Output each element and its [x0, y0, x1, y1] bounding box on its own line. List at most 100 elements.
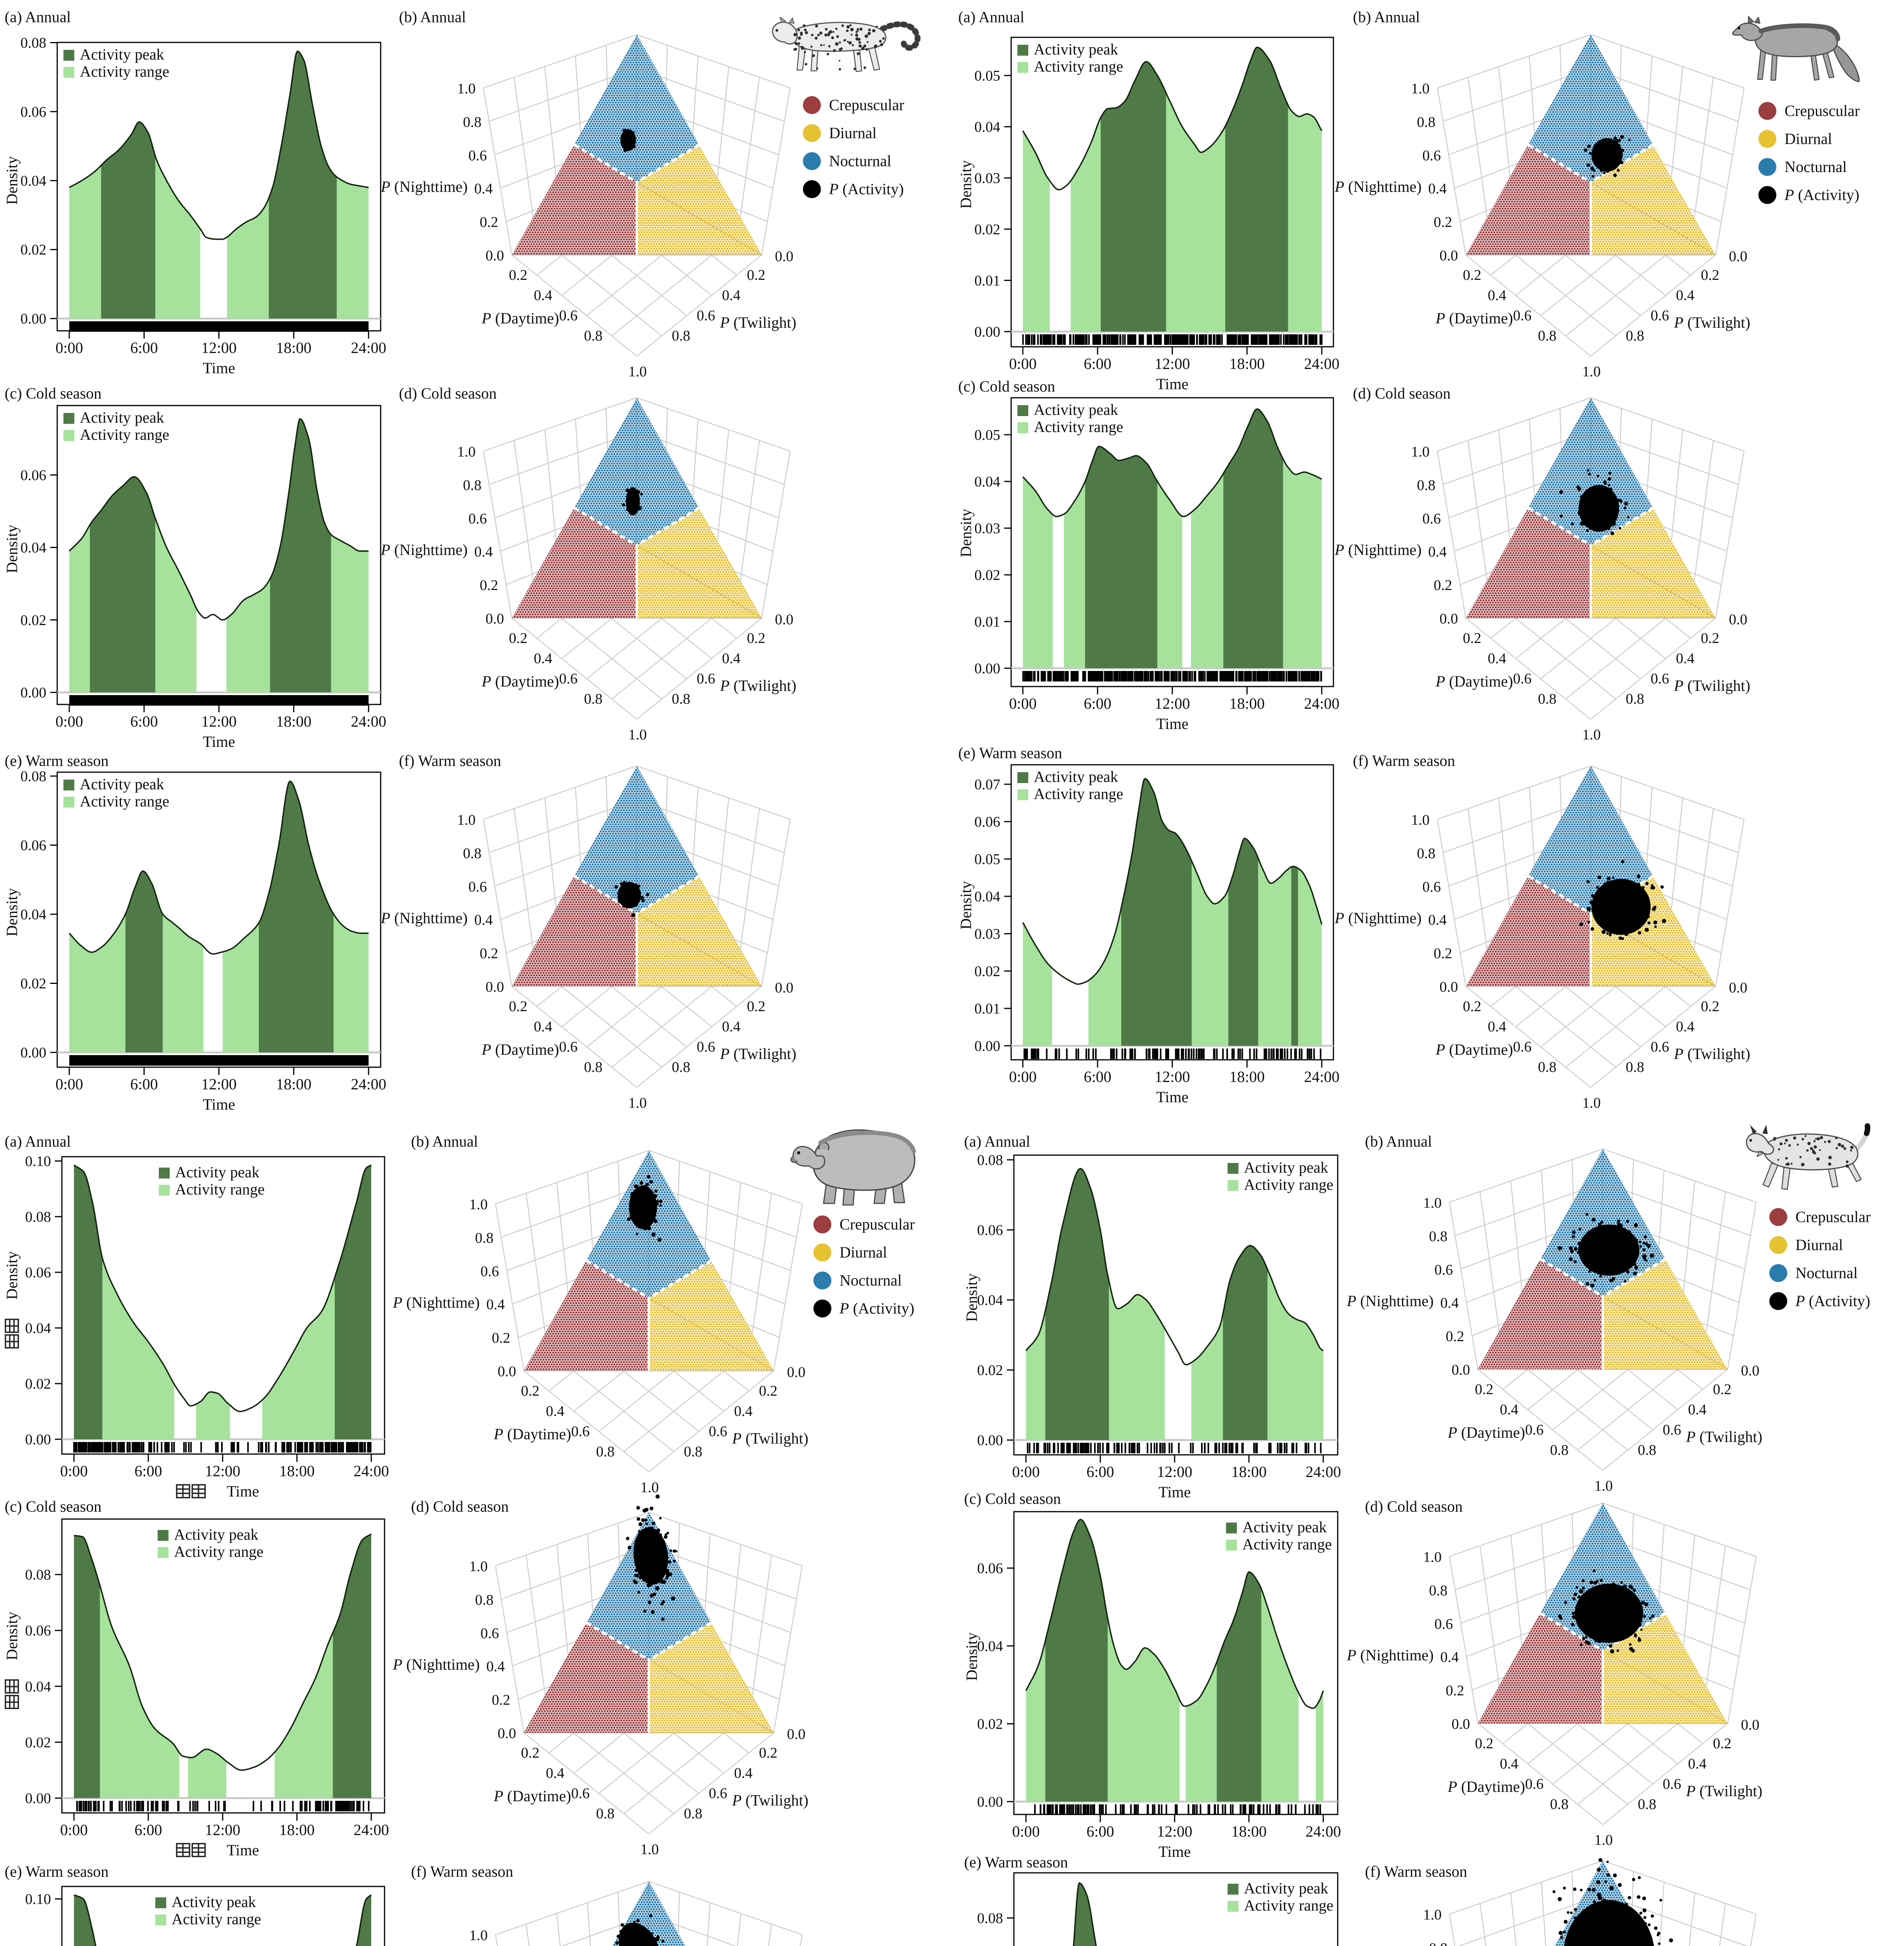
svg-text:Activity peak: Activity peak — [1034, 401, 1118, 418]
svg-text:0:00: 0:00 — [1009, 355, 1036, 372]
svg-text:1.0: 1.0 — [469, 1558, 488, 1575]
svg-text:0.06: 0.06 — [21, 104, 47, 120]
svg-text:(a) Annual: (a) Annual — [5, 1133, 71, 1150]
svg-text:18:00: 18:00 — [1229, 695, 1265, 712]
svg-text:0.6: 0.6 — [469, 511, 487, 527]
svg-text:(f) Warm season: (f) Warm season — [411, 1863, 513, 1880]
svg-text:1.0: 1.0 — [1582, 364, 1601, 380]
svg-text:0.8: 0.8 — [1429, 1228, 1448, 1245]
svg-text:0.6: 0.6 — [571, 1423, 590, 1440]
svg-text:0.05: 0.05 — [975, 851, 1001, 868]
svg-text:Time: Time — [1158, 1843, 1191, 1860]
svg-text:6:00: 6:00 — [1084, 695, 1111, 712]
svg-text:0.00: 0.00 — [975, 660, 1001, 677]
svg-text:0.6: 0.6 — [709, 1785, 727, 1802]
svg-text:0.4: 0.4 — [474, 181, 493, 197]
svg-text:1.0: 1.0 — [469, 1196, 488, 1213]
svg-text:(b) Annual: (b) Annual — [1365, 1133, 1432, 1150]
svg-text:0.00: 0.00 — [21, 1045, 47, 1061]
svg-text:0.2: 0.2 — [1713, 1381, 1732, 1398]
svg-text:Nocturnal: Nocturnal — [840, 1272, 902, 1289]
svg-text:0.4: 0.4 — [474, 912, 493, 928]
svg-text:0.02: 0.02 — [977, 1362, 1003, 1379]
svg-text:0.2: 0.2 — [1434, 945, 1453, 962]
svg-text:0.6: 0.6 — [1525, 1422, 1544, 1438]
svg-text:Density: Density — [3, 1251, 21, 1300]
svg-text:6:00: 6:00 — [130, 339, 158, 357]
svg-text:Diurnal: Diurnal — [840, 1243, 887, 1261]
svg-text:Diurnal: Diurnal — [829, 124, 876, 142]
svg-text:0.0: 0.0 — [787, 1726, 806, 1742]
svg-text:1.0: 1.0 — [628, 1095, 647, 1111]
svg-text:12:00: 12:00 — [201, 339, 237, 357]
svg-text:0.6: 0.6 — [1435, 1262, 1453, 1278]
svg-text:0.4: 0.4 — [1500, 1402, 1519, 1418]
svg-text:Activity peak: Activity peak — [80, 46, 164, 63]
svg-text:(f) Warm season: (f) Warm season — [1365, 1863, 1467, 1880]
svg-text:1.0: 1.0 — [640, 1841, 659, 1858]
svg-text:Activity range: Activity range — [172, 1910, 261, 1928]
svg-text:18:00: 18:00 — [1229, 1068, 1265, 1085]
svg-text:0.8: 0.8 — [672, 1059, 690, 1075]
svg-text:0.0: 0.0 — [486, 248, 504, 264]
svg-text:0.4: 0.4 — [734, 1765, 753, 1781]
svg-text:0.6: 0.6 — [1663, 1422, 1681, 1438]
svg-text:0.0: 0.0 — [1452, 1362, 1470, 1378]
svg-text:0.6: 0.6 — [1513, 307, 1532, 324]
svg-text:(e) Warm season: (e) Warm season — [5, 1863, 109, 1880]
svg-text:0.2: 0.2 — [1701, 267, 1720, 283]
svg-text:0:00: 0:00 — [1009, 695, 1036, 712]
svg-text:P (Activity): P (Activity) — [839, 1300, 914, 1317]
svg-text:0.00: 0.00 — [975, 324, 1001, 340]
svg-text:Crepuscular: Crepuscular — [840, 1215, 915, 1233]
svg-text:18:00: 18:00 — [1229, 355, 1265, 372]
svg-text:0.6: 0.6 — [559, 1039, 578, 1055]
svg-text:0.4: 0.4 — [722, 1019, 741, 1035]
svg-text:Density: Density — [3, 525, 21, 573]
svg-text:0:00: 0:00 — [1012, 1823, 1040, 1840]
svg-text:0.6: 0.6 — [697, 671, 715, 687]
svg-text:0.8: 0.8 — [463, 477, 482, 494]
svg-text:0.04: 0.04 — [21, 540, 47, 556]
svg-text:1.0: 1.0 — [1594, 1478, 1613, 1494]
svg-text:Activity peak: Activity peak — [1244, 1159, 1328, 1176]
svg-text:Activity range: Activity range — [1242, 1535, 1332, 1553]
svg-text:0.0: 0.0 — [1741, 1363, 1760, 1379]
svg-text:(b) Annual: (b) Annual — [411, 1133, 478, 1150]
svg-text:0.4: 0.4 — [534, 1019, 553, 1035]
svg-text:Time: Time — [203, 1096, 235, 1113]
svg-text:6:00: 6:00 — [130, 1075, 158, 1093]
svg-text:P (Twilight): P (Twilight) — [1686, 1782, 1762, 1800]
svg-text:Density: Density — [3, 1612, 21, 1660]
svg-text:0.2: 0.2 — [509, 998, 528, 1015]
svg-text:P (Daytime): P (Daytime) — [494, 1425, 571, 1443]
svg-text:P (Twilight): P (Twilight) — [732, 1791, 808, 1809]
svg-text:0.00: 0.00 — [25, 1790, 51, 1807]
svg-text:0.08: 0.08 — [25, 1944, 51, 1946]
svg-text:Density: Density — [963, 1273, 980, 1322]
svg-text:0.0: 0.0 — [1729, 980, 1748, 996]
svg-text:0.2: 0.2 — [1446, 1683, 1465, 1699]
svg-text:0.6: 0.6 — [1663, 1776, 1681, 1792]
svg-text:0.8: 0.8 — [1417, 114, 1436, 130]
svg-text:0.01: 0.01 — [975, 272, 1001, 289]
svg-text:6:00: 6:00 — [1084, 355, 1111, 372]
svg-text:0.2: 0.2 — [759, 1383, 778, 1399]
svg-text:0:00: 0:00 — [60, 1821, 88, 1839]
svg-text:0.08: 0.08 — [977, 1910, 1003, 1927]
svg-text:Time: Time — [1156, 715, 1188, 732]
svg-text:0.0: 0.0 — [1440, 611, 1458, 627]
svg-text:0.03: 0.03 — [975, 926, 1001, 942]
svg-text:Diurnal: Diurnal — [1785, 130, 1832, 148]
svg-text:1.0: 1.0 — [1411, 444, 1430, 460]
svg-text:0.08: 0.08 — [25, 1209, 51, 1225]
svg-text:0.0: 0.0 — [486, 979, 504, 995]
svg-text:0.0: 0.0 — [498, 1725, 516, 1742]
svg-text:P (Nighttime): P (Nighttime) — [1334, 178, 1421, 195]
svg-text:18:00: 18:00 — [276, 1075, 311, 1093]
svg-text:0.06: 0.06 — [21, 838, 47, 854]
svg-text:0.8: 0.8 — [672, 328, 690, 344]
svg-text:0.4: 0.4 — [546, 1403, 565, 1419]
svg-text:0.2: 0.2 — [509, 267, 528, 283]
svg-text:0.04: 0.04 — [975, 119, 1001, 135]
